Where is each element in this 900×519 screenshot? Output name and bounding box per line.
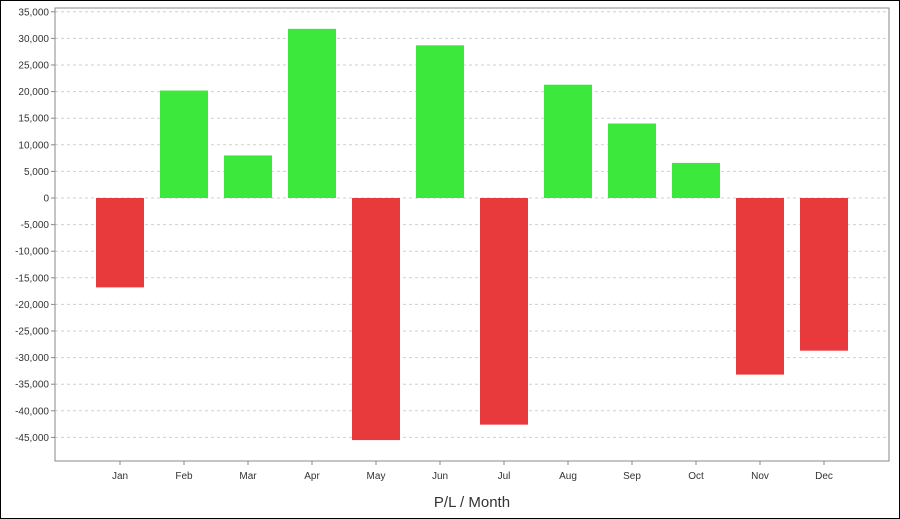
bar-oct [672, 162, 720, 198]
x-tick-label: Aug [559, 471, 577, 482]
axes [51, 7, 890, 465]
x-tick-label: Apr [304, 471, 320, 482]
bar-jul [480, 198, 528, 425]
y-tick-label: 5,000 [24, 167, 49, 178]
plot-border [54, 7, 890, 462]
bar-feb [160, 90, 208, 198]
y-tick-label: -15,000 [15, 273, 49, 284]
y-tick-label: -30,000 [15, 353, 49, 364]
y-tick-label: 30,000 [18, 34, 49, 45]
x-tick-label: Mar [239, 471, 257, 482]
y-tick-label: -25,000 [15, 327, 49, 338]
bar-dec [800, 198, 848, 351]
y-tick-label: 15,000 [18, 114, 49, 125]
grid-lines [55, 11, 889, 438]
bar-may [352, 198, 400, 441]
y-tick-label: -40,000 [15, 406, 49, 417]
y-tick-label: -5,000 [21, 220, 50, 231]
x-tick-label: Jan [112, 471, 128, 482]
x-tick-label: Nov [751, 471, 769, 482]
x-tick-label: Sep [623, 471, 641, 482]
y-tick-label: -45,000 [15, 433, 49, 444]
x-tick-label: Jun [432, 471, 448, 482]
y-tick-label: -10,000 [15, 247, 49, 258]
bar-mar [224, 155, 272, 198]
y-tick-label: 25,000 [18, 61, 49, 72]
x-tick-label: Jul [498, 471, 511, 482]
x-axis-label: P/L / Month [434, 494, 510, 511]
y-tick-label: 0 [43, 194, 49, 205]
bar-aug [544, 84, 592, 198]
bar-jun [416, 45, 464, 198]
x-tick-label: Dec [815, 471, 833, 482]
y-tick-label: 20,000 [18, 87, 49, 98]
bar-sep [608, 123, 656, 198]
bars [96, 28, 848, 441]
x-tick-label: May [367, 471, 386, 482]
bar-apr [288, 28, 336, 198]
y-tick-label: 35,000 [18, 7, 49, 18]
y-tick-labels: 35,000 30,000 25,000 20,000 15,000 10,000 5,00… [15, 7, 49, 444]
x-tick-label: Oct [688, 471, 704, 482]
bar-jan [96, 198, 144, 288]
bar-nov [736, 198, 784, 375]
y-tick-label: 10,000 [18, 140, 49, 151]
y-tick-label: -35,000 [15, 380, 49, 391]
y-tick-label: -20,000 [15, 300, 49, 311]
x-tick-label: Feb [175, 471, 193, 482]
x-tick-labels: Jan Feb Mar Apr May Jun Jul Aug Sep Oct Nov Dec [112, 471, 833, 482]
